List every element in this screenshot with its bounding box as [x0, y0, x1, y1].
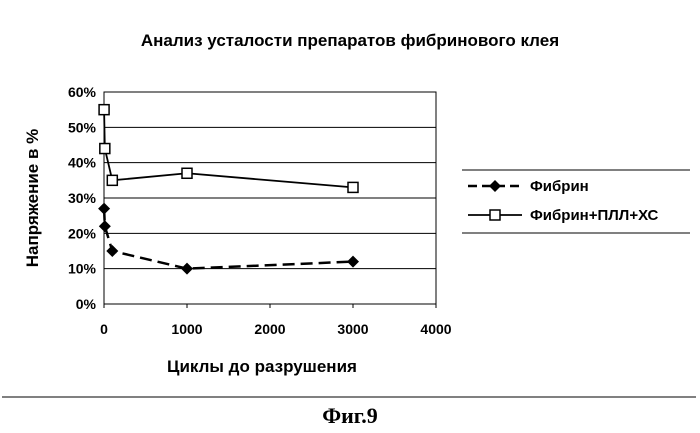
series-line: [103, 109, 354, 189]
series-2: [98, 103, 359, 194]
data-point-diamond: [347, 255, 359, 268]
y-tick-label: 30%: [68, 190, 97, 206]
y-axis: 0% 10% 20% 30% 40% 50% 60%: [68, 84, 97, 312]
legend-label: Фибрин: [530, 178, 589, 195]
x-tick-label: 2000: [254, 321, 285, 337]
legend-entry: Фибрин+ПЛЛ+ХС: [468, 207, 659, 224]
x-tick-label: 1000: [171, 321, 202, 337]
data-point-square: [181, 167, 193, 180]
legend-label: Фибрин+ПЛЛ+ХС: [530, 207, 659, 224]
grid: [104, 91, 436, 305]
data-point-diamond: [181, 262, 193, 275]
series-line: [102, 208, 354, 270]
legend: Фибрин Фибрин+ПЛЛ+ХС: [462, 169, 690, 234]
chart-title: Анализ усталости препаратов фибринового …: [141, 31, 559, 50]
data-point-square: [347, 181, 359, 194]
data-point-diamond: [98, 220, 111, 233]
x-axis: 0 1000 2000 3000 4000: [100, 304, 452, 337]
series-layer: [98, 103, 359, 275]
data-point-square: [99, 142, 111, 155]
series-1: [98, 202, 359, 275]
y-tick-label: 50%: [68, 119, 97, 135]
x-tick-label: 4000: [420, 321, 451, 337]
y-tick-label: 20%: [68, 225, 97, 241]
legend-entry: Фибрин: [468, 178, 589, 195]
y-axis-label: Напряжение в %: [23, 129, 42, 268]
y-tick-label: 60%: [68, 84, 97, 100]
x-axis-label: Циклы до разрушения: [167, 357, 357, 376]
y-tick-label: 10%: [68, 261, 97, 277]
data-point-square: [106, 174, 119, 187]
figure-caption: Фиг.9: [322, 403, 378, 428]
x-tick-label: 3000: [337, 321, 368, 337]
x-tick-label: 0: [100, 321, 108, 337]
y-tick-label: 0%: [76, 296, 97, 312]
y-tick-label: 40%: [68, 155, 97, 171]
data-point-square: [98, 103, 110, 116]
data-point-diamond: [106, 245, 119, 257]
legend-marker: [489, 209, 501, 221]
data-point-diamond: [98, 202, 111, 215]
legend-marker: [489, 180, 501, 192]
